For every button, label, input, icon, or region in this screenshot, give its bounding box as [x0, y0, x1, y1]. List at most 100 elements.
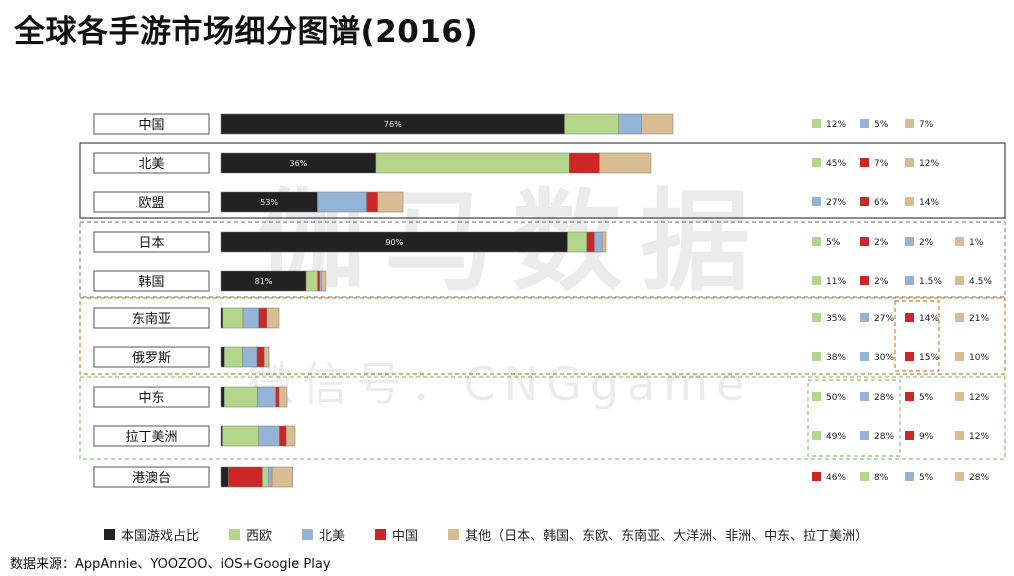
value-label-west_europe: 11%: [826, 277, 846, 287]
value-swatch-china: [905, 313, 914, 322]
bar-segment-west_europe: [222, 425, 259, 447]
bar-segment-north_america: [317, 191, 367, 213]
market-label-box: [93, 152, 210, 174]
value-label-other: 28%: [969, 473, 989, 483]
bar-segment-other: [271, 466, 294, 488]
bar-segment-other: [641, 113, 674, 135]
market-label-box: [93, 386, 210, 408]
value-swatch-west_europe: [812, 392, 821, 401]
value-label-other: 14%: [919, 198, 939, 208]
legend-swatch: [302, 528, 314, 540]
group-box-4: [79, 376, 1006, 460]
bar-segment-west_europe: [305, 270, 318, 292]
market-label: 欧盟: [138, 196, 164, 211]
market-label: 韩国: [138, 275, 164, 290]
bar-segment-other: [601, 231, 607, 253]
value-swatch-other: [955, 276, 964, 285]
value-swatch-north_america: [860, 352, 869, 361]
bar-segment-china: [366, 191, 378, 213]
legend-label: 中国: [392, 528, 419, 544]
group-box-1: [79, 142, 1006, 219]
domestic-share-label: 53%: [260, 198, 278, 207]
market-label: 东南亚: [132, 311, 171, 327]
bar-segment-north_america: [268, 466, 273, 488]
value-swatch-other: [955, 352, 964, 361]
value-swatch-china: [905, 352, 914, 361]
value-swatch-north_america: [812, 197, 821, 206]
bar-segment-domestic: [220, 386, 225, 408]
bar-segment-north_america: [242, 346, 258, 368]
legend-label: 北美: [319, 528, 346, 544]
legend-item-domestic: 本国游戏占比: [104, 525, 199, 544]
bar-segment-china: [586, 231, 595, 253]
market-label-box: [93, 191, 210, 213]
legend-label: 西欧: [246, 528, 273, 544]
bar-segment-west_europe: [224, 386, 258, 408]
value-label-west_europe: 38%: [826, 353, 846, 363]
value-label-china: 46%: [826, 473, 846, 483]
legend-swatch: [375, 528, 387, 540]
domestic-share-label: 90%: [385, 238, 403, 247]
market-label-box: [93, 466, 210, 488]
bar-segment-other: [285, 425, 296, 447]
market-label: 日本: [138, 236, 164, 251]
bar-segment-domestic: [220, 346, 225, 368]
value-swatch-other: [955, 237, 964, 246]
value-swatch-north_america: [860, 392, 869, 401]
value-label-west_europe: 49%: [826, 432, 846, 442]
value-label-other: 12%: [969, 393, 989, 403]
value-swatch-other: [955, 472, 964, 481]
legend-swatch: [229, 528, 241, 540]
bar-segment-west_europe: [375, 152, 570, 174]
value-label-north_america: 27%: [826, 198, 846, 208]
value-swatch-china: [905, 431, 914, 440]
value-swatch-west_europe: [812, 431, 821, 440]
bar-segment-west_europe: [224, 346, 243, 368]
value-swatch-china: [860, 197, 869, 206]
legend-label: 本国游戏占比: [121, 528, 200, 544]
data-source-note: 数据来源：AppAnnie、YOOZOO、iOS+Google Play: [10, 557, 331, 572]
value-label-west_europe: 8%: [874, 473, 889, 483]
domestic-share-label: 81%: [255, 277, 273, 286]
bar-segment-north_america: [258, 425, 280, 447]
value-swatch-other: [955, 431, 964, 440]
value-label-china: 15%: [919, 353, 939, 363]
value-label-china: 2%: [874, 277, 889, 287]
value-swatch-north_america: [860, 119, 869, 128]
value-swatch-other: [905, 197, 914, 206]
value-swatch-north_america: [860, 431, 869, 440]
domestic-share-label: 36%: [290, 159, 308, 168]
highlight-box-1: [894, 300, 940, 372]
value-label-other: 7%: [919, 120, 934, 130]
value-label-north_america: 28%: [874, 432, 894, 442]
value-label-other: 12%: [969, 432, 989, 442]
bar-segment-west_europe: [222, 307, 244, 329]
bar-segment-china: [317, 270, 320, 292]
value-swatch-west_europe: [812, 158, 821, 167]
value-swatch-china: [860, 276, 869, 285]
value-swatch-china: [860, 237, 869, 246]
value-label-other: 4.5%: [969, 277, 992, 287]
value-swatch-other: [955, 392, 964, 401]
legend-item-china: 中国: [375, 525, 418, 544]
value-swatch-other: [905, 119, 914, 128]
market-label-box: [93, 425, 210, 447]
market-label-box: [93, 307, 210, 329]
value-swatch-north_america: [905, 472, 914, 481]
market-label-box: [93, 113, 210, 135]
bar-segment-other: [278, 386, 288, 408]
bar-segment-other: [266, 307, 280, 329]
value-swatch-west_europe: [812, 313, 821, 322]
legend-swatch: [104, 528, 115, 540]
value-label-china: 7%: [874, 159, 889, 169]
value-swatch-west_europe: [812, 237, 821, 246]
bar-segment-north_america: [618, 113, 642, 135]
value-swatch-west_europe: [860, 472, 869, 481]
bar-segment-domestic: [220, 307, 223, 329]
group-box-3: [79, 297, 1006, 375]
value-label-north_america: 5%: [919, 473, 934, 483]
value-label-china: 5%: [919, 393, 934, 403]
value-label-west_europe: 12%: [826, 120, 846, 130]
value-label-china: 2%: [874, 238, 889, 248]
